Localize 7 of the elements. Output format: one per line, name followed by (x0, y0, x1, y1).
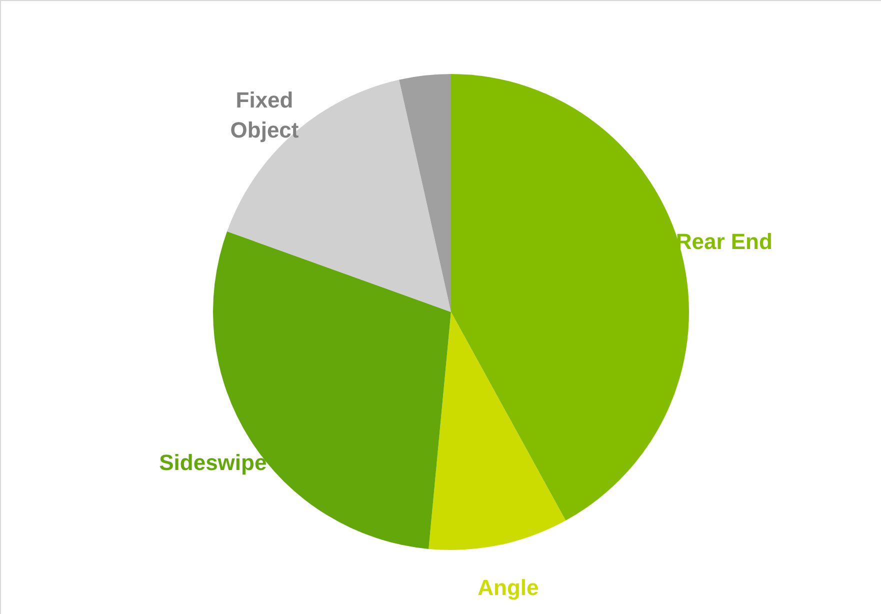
slice-label: Sideswipe (159, 450, 267, 476)
pie-slice (227, 80, 451, 312)
slice-label: Angle (478, 575, 539, 600)
pie-slice (428, 312, 566, 550)
slice-label: Rear End (676, 228, 772, 254)
slice-label: Fixed Object (230, 87, 300, 142)
pie-slice (399, 74, 451, 312)
